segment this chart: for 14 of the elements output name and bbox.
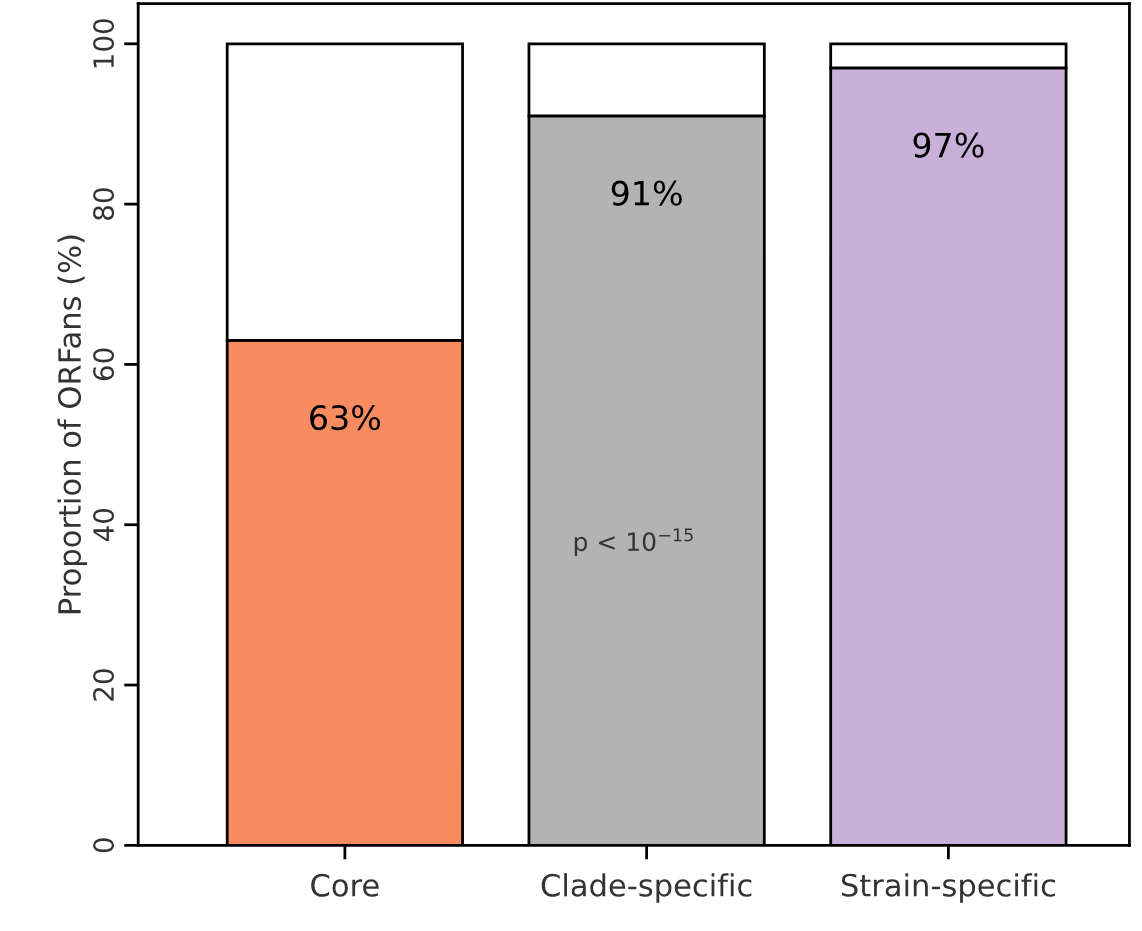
y-tick-label: 0 bbox=[93, 838, 115, 853]
data-label: 97% bbox=[913, 132, 984, 158]
y-tick-label: 40 bbox=[93, 508, 115, 542]
y-tick-label: 20 bbox=[93, 669, 115, 701]
y-tick-label: 80 bbox=[93, 188, 115, 220]
data-label: 63% bbox=[310, 404, 381, 431]
x-tick-label: Clade-specific bbox=[541, 873, 752, 903]
data-label: 91% bbox=[611, 180, 682, 206]
x-tick-label: Core bbox=[311, 873, 379, 897]
y-tick-label: 60 bbox=[93, 348, 115, 381]
x-tick-label: Strain-specific bbox=[841, 873, 1055, 903]
y-axis-title: Proportion of ORFans (%) bbox=[57, 235, 87, 614]
y-tick-label: 100 bbox=[93, 19, 115, 68]
annotation: p < 10$^{−15}$ bbox=[574, 528, 693, 557]
